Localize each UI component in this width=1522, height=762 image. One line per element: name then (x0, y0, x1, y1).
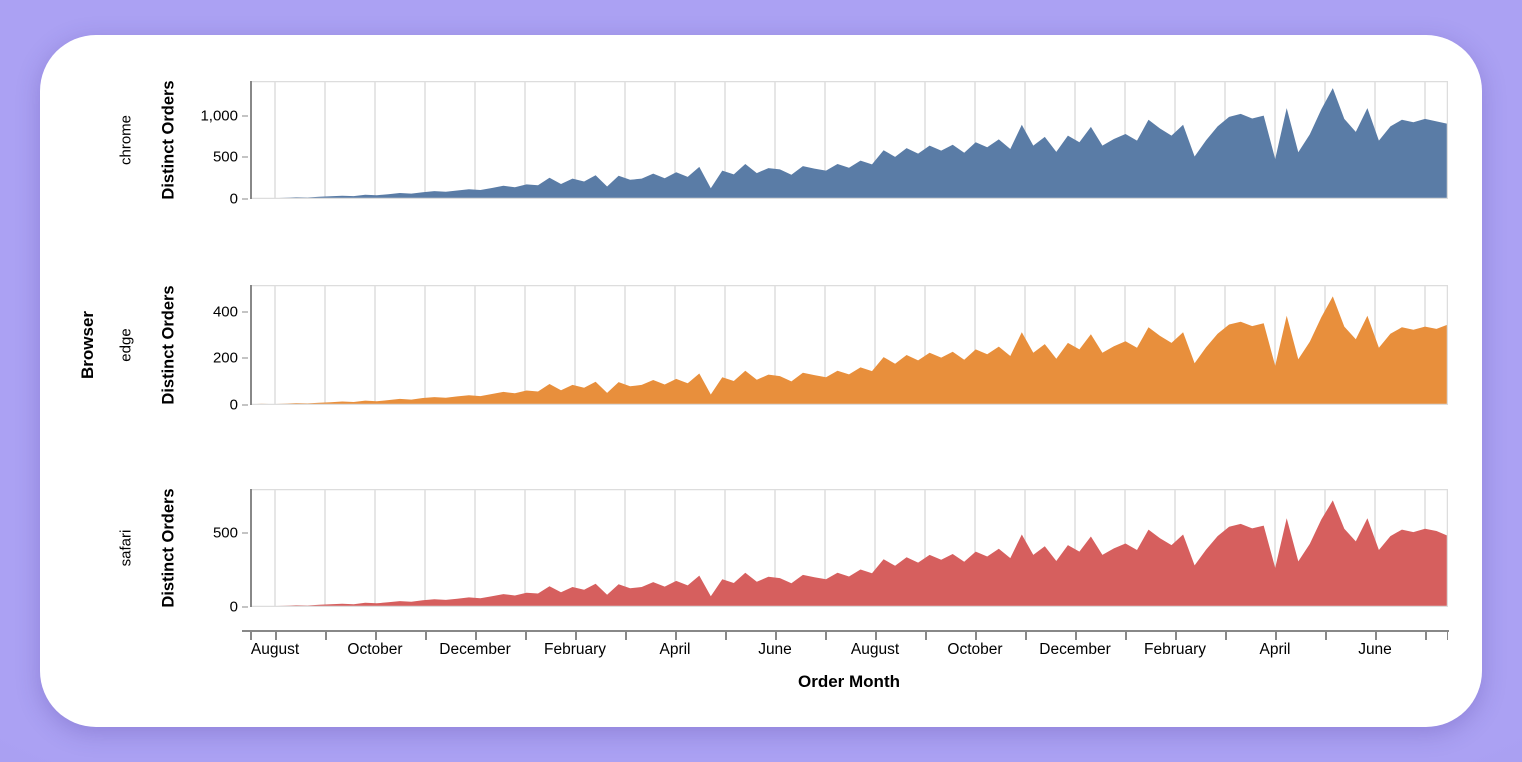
x-tick-mark (775, 632, 777, 640)
x-axis-line (242, 630, 1449, 632)
x-tick-label: August (850, 641, 900, 658)
y-tick-mark (242, 532, 248, 534)
y-tick: 500 (213, 149, 248, 166)
x-tick-mark (1025, 632, 1027, 640)
y-tick-mark (242, 357, 248, 359)
plot-area-edge (250, 285, 1448, 405)
y-tick-label: 500 (212, 524, 238, 542)
y-tick: 0 (230, 397, 248, 414)
chart-card: Browser chrome Distinct Orders 0 500 1,000… (40, 35, 1482, 727)
x-tick-label: October (347, 641, 403, 658)
y-tick-mark (242, 156, 248, 158)
x-tick-label: August (250, 641, 300, 658)
y-tick: 0 (230, 599, 248, 616)
x-tick-mark (1325, 632, 1327, 640)
facet-label-safari: safari (117, 529, 135, 567)
x-tick-mark (1175, 632, 1177, 640)
x-tick-mark (825, 632, 827, 640)
facet-row-header: Browser (78, 310, 97, 380)
area-mark (250, 500, 1448, 607)
x-tick-mark (1425, 632, 1427, 640)
x-tick-mark (1225, 632, 1227, 640)
y-tick: 1,000 (200, 107, 248, 124)
y-tick-label: 0 (229, 396, 238, 414)
facet-label-edge: edge (117, 328, 135, 362)
x-tick-mark (275, 632, 277, 640)
x-tick-label: April (659, 641, 691, 658)
area-mark (250, 296, 1448, 405)
x-tick-label: October (947, 641, 1003, 658)
area-mark (250, 88, 1448, 199)
x-tick-mark (1075, 632, 1077, 640)
x-tick-mark (375, 632, 377, 640)
x-axis-title: Order Month (798, 672, 900, 691)
facet-label-chrome: chrome (117, 114, 135, 166)
area-chart-chrome (250, 81, 1448, 199)
y-tick: 0 (230, 191, 248, 208)
y-tick-mark (242, 198, 248, 200)
x-tick-mark (675, 632, 677, 640)
y-tick-label: 500 (212, 148, 238, 166)
x-tick-mark (625, 632, 627, 640)
x-tick-mark (875, 632, 877, 640)
x-tick-mark (250, 632, 252, 640)
x-tick-label: December (1039, 641, 1111, 658)
y-tick-mark (242, 404, 248, 406)
y-tick: 400 (213, 303, 248, 320)
x-tick-mark (1446, 632, 1448, 640)
plot-area-chrome (250, 81, 1448, 199)
x-tick-mark (725, 632, 727, 640)
x-tick-mark (1375, 632, 1377, 640)
x-tick-label: April (1259, 641, 1291, 658)
x-tick-mark (1275, 632, 1277, 640)
x-tick-mark (575, 632, 577, 640)
x-tick-label: February (1143, 641, 1207, 658)
x-tick-mark (1125, 632, 1127, 640)
y-axis-safari: 0 500 (180, 489, 248, 616)
y-axis-title: Distinct Orders (159, 285, 178, 405)
y-tick-label: 400 (212, 303, 238, 321)
y-tick-label: 0 (229, 190, 238, 208)
x-tick-mark (525, 632, 527, 640)
plot-area-safari (250, 489, 1448, 607)
y-axis-title: Distinct Orders (159, 80, 178, 200)
x-axis: August October December February April June Au… (242, 630, 1449, 690)
area-chart-edge (250, 285, 1448, 405)
x-tick-mark (475, 632, 477, 640)
y-tick-label: 0 (229, 598, 238, 616)
x-tick-label: February (543, 641, 607, 658)
x-tick-mark (325, 632, 327, 640)
area-chart-safari (250, 489, 1448, 607)
y-tick-mark (242, 311, 248, 313)
x-tick-label: June (1358, 641, 1392, 658)
x-tick-label: December (439, 641, 511, 658)
x-tick-mark (925, 632, 927, 640)
x-tick-label: June (758, 641, 792, 658)
y-tick: 500 (213, 524, 248, 541)
y-tick-label: 1,000 (200, 107, 238, 125)
y-axis-title: Distinct Orders (159, 488, 178, 608)
y-tick-mark (242, 606, 248, 608)
x-tick-mark (425, 632, 427, 640)
y-axis-chrome: 0 500 1,000 (180, 81, 248, 208)
y-tick-mark (242, 115, 248, 117)
y-tick-label: 200 (212, 349, 238, 367)
x-tick-mark (975, 632, 977, 640)
y-tick: 200 (213, 350, 248, 367)
y-axis-edge: 0 200 400 (180, 285, 248, 414)
